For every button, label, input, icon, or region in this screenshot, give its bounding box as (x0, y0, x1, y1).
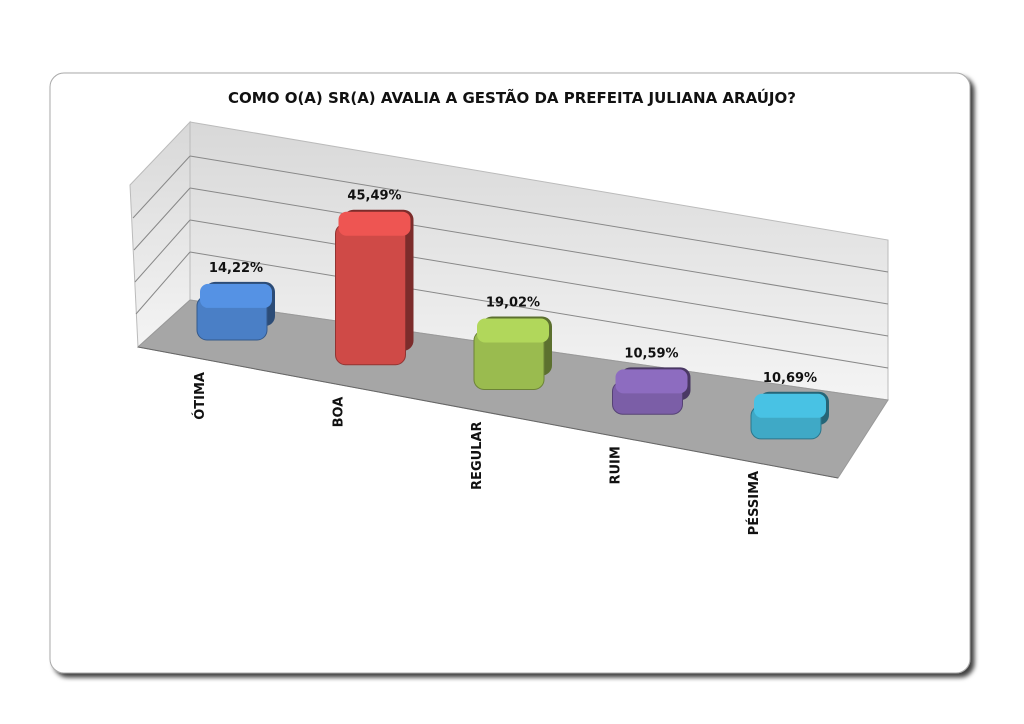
value-label: 19,02% (486, 296, 540, 311)
floor-edge (137, 346, 839, 479)
wall-line (189, 251, 889, 369)
wall-line (132, 155, 191, 219)
bar-top (338, 211, 411, 236)
wall-line (189, 219, 889, 337)
value-label: 10,69% (763, 371, 817, 386)
bar-top (615, 369, 688, 394)
x-tick-label: RUIM (609, 446, 624, 484)
bar (335, 223, 406, 366)
x-tick-label: BOA (332, 397, 347, 428)
value-label: 14,22% (209, 261, 263, 276)
x-tick-label: PÉSSIMA (746, 471, 762, 535)
wall-line (133, 187, 191, 251)
wall-line (135, 251, 191, 315)
bar-top (200, 283, 272, 308)
value-label: 10,59% (624, 346, 678, 361)
wall-line (189, 155, 889, 273)
value-label: 45,49% (347, 189, 401, 204)
wall-line (189, 187, 889, 305)
chart-title: COMO O(A) SR(A) AVALIA A GESTÃO DA PREFE… (228, 88, 796, 107)
wall-lines (132, 155, 889, 369)
bar-top (754, 393, 826, 418)
x-tick-label: ÓTIMA (192, 372, 208, 420)
bar-top (477, 318, 549, 343)
wall-line (134, 219, 191, 283)
x-tick-label: REGULAR (470, 421, 485, 489)
